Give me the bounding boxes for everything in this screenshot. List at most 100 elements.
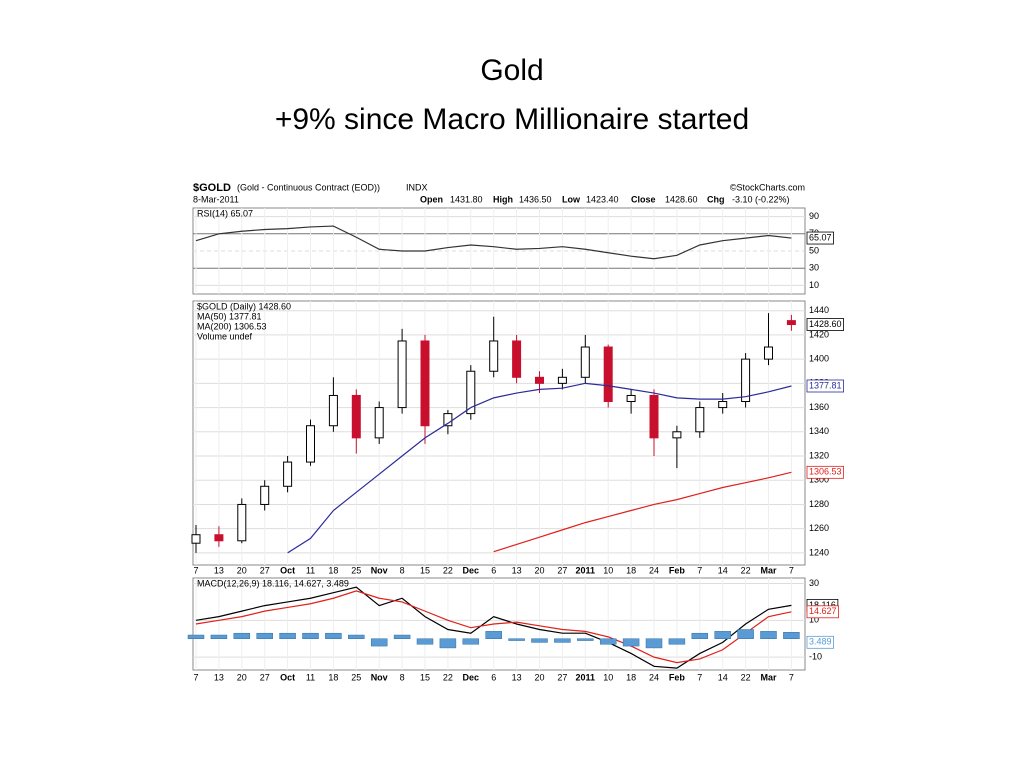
x-tick-label: 13 xyxy=(512,565,522,575)
x-tick-label: 18 xyxy=(328,672,338,682)
quote: Open 1431.80 High 1436.50 Low 1423.40 Cl… xyxy=(420,194,790,204)
histogram-bar xyxy=(302,632,319,639)
x-tick-label: 22 xyxy=(741,565,751,575)
y-tick-label: -10 xyxy=(809,651,822,661)
histogram-bar xyxy=(462,638,480,645)
chart-area xyxy=(192,180,807,686)
histogram-bar xyxy=(737,629,754,639)
x-tick-label: 20 xyxy=(534,565,544,575)
candle-body xyxy=(260,485,270,505)
x-tick-label: 18 xyxy=(328,565,338,575)
y-tick-label: 30 xyxy=(809,578,819,588)
candle-body xyxy=(374,407,384,439)
histogram-bar xyxy=(577,638,594,641)
histogram-bar xyxy=(439,638,457,649)
histogram-bar xyxy=(325,632,342,639)
candle-body xyxy=(306,425,315,463)
candle-body xyxy=(214,534,224,542)
y-tick-label: 1400 xyxy=(809,354,829,364)
candle-body xyxy=(603,346,613,403)
candle-body xyxy=(649,394,659,439)
x-tick-label: 10 xyxy=(603,672,613,682)
x-tick-label: 7 xyxy=(697,565,702,575)
low: 1423.40 xyxy=(586,194,619,204)
candle-body xyxy=(626,394,636,403)
x-tick-label: Mar xyxy=(760,672,777,682)
histogram-bar xyxy=(370,638,388,647)
x-tick-label: 7 xyxy=(789,672,794,682)
histogram-bar xyxy=(531,638,548,643)
value-tag: 1377.81 xyxy=(809,380,842,390)
high: 1436.50 xyxy=(519,194,552,204)
x-tick-label: 14 xyxy=(718,565,728,575)
x-tick-label: 27 xyxy=(557,565,567,575)
y-tick-label: 10 xyxy=(809,615,819,625)
high-label: High xyxy=(493,194,513,204)
y-tick-label: 1360 xyxy=(809,402,829,412)
x-tick-label: 27 xyxy=(557,672,567,682)
x-tick-label: 27 xyxy=(260,672,270,682)
y-tick-label: 30 xyxy=(809,263,819,273)
date: 8-Mar-2011 xyxy=(193,194,239,204)
candle-body xyxy=(580,346,590,378)
x-tick-label: 10 xyxy=(603,565,613,575)
histogram-bar xyxy=(554,638,571,643)
x-tick-label: 7 xyxy=(193,672,198,682)
histogram-bar xyxy=(187,634,205,639)
symbol: $GOLD xyxy=(193,182,231,194)
histogram-bar xyxy=(668,638,686,645)
histogram-bar xyxy=(279,632,296,639)
y-tick-label: 1420 xyxy=(809,329,829,339)
histogram-bar xyxy=(622,638,640,647)
value-tag-box xyxy=(806,318,844,331)
candle-body xyxy=(283,461,293,487)
x-tick-label: Mar xyxy=(760,565,777,575)
x-tick-label: 15 xyxy=(420,565,430,575)
histogram-bar xyxy=(485,631,502,639)
panel-label: RSI(14) 65.07 xyxy=(197,208,253,218)
panel-frame xyxy=(192,300,806,566)
y-tick-label: 1440 xyxy=(809,305,829,315)
x-tick-label: 27 xyxy=(260,565,270,575)
x-tick-label: 13 xyxy=(512,672,522,682)
series-line xyxy=(287,382,792,554)
panel-frame xyxy=(192,577,806,671)
slide-title: Gold xyxy=(480,54,543,87)
candle-body xyxy=(328,394,338,427)
value-tag-box xyxy=(806,231,834,245)
x-tick-label: 6 xyxy=(491,672,496,682)
histogram-bar xyxy=(783,632,800,639)
y-tick-label: 1300 xyxy=(809,475,829,485)
candle-body xyxy=(535,376,544,384)
x-tick-label: 11 xyxy=(306,565,315,575)
value-tag-box xyxy=(806,379,844,393)
y-tick-label: 10 xyxy=(809,280,819,290)
value-tag: 1306.53 xyxy=(809,467,842,477)
candle-body xyxy=(786,320,796,325)
value-tag: 65.07 xyxy=(809,232,832,242)
candle-body xyxy=(237,503,247,542)
x-tick-label: 11 xyxy=(306,672,315,682)
value-tag-box xyxy=(806,635,834,649)
histogram-bar xyxy=(508,638,525,641)
x-tick-label: 14 xyxy=(718,672,728,682)
x-tick-label: Dec xyxy=(463,672,480,682)
histogram-bar xyxy=(714,631,731,639)
chg-label: Chg xyxy=(707,194,725,204)
histogram-bar xyxy=(691,632,709,639)
x-tick-label: 2011 xyxy=(576,672,596,682)
y-tick-label: 1240 xyxy=(809,547,829,557)
candle-body xyxy=(695,407,705,433)
series-line xyxy=(195,590,792,664)
x-tick-label: 13 xyxy=(214,672,224,682)
open-label: Open xyxy=(420,194,443,204)
x-tick-label: Feb xyxy=(669,565,686,575)
x-tick-label: 2011 xyxy=(576,565,596,575)
histogram-bar xyxy=(416,638,434,645)
value-tag-box xyxy=(806,465,844,479)
y-tick-label: 1280 xyxy=(809,499,829,509)
open: 1431.80 xyxy=(450,194,483,204)
value-tag-box xyxy=(806,605,839,619)
histogram-bar xyxy=(348,634,365,639)
